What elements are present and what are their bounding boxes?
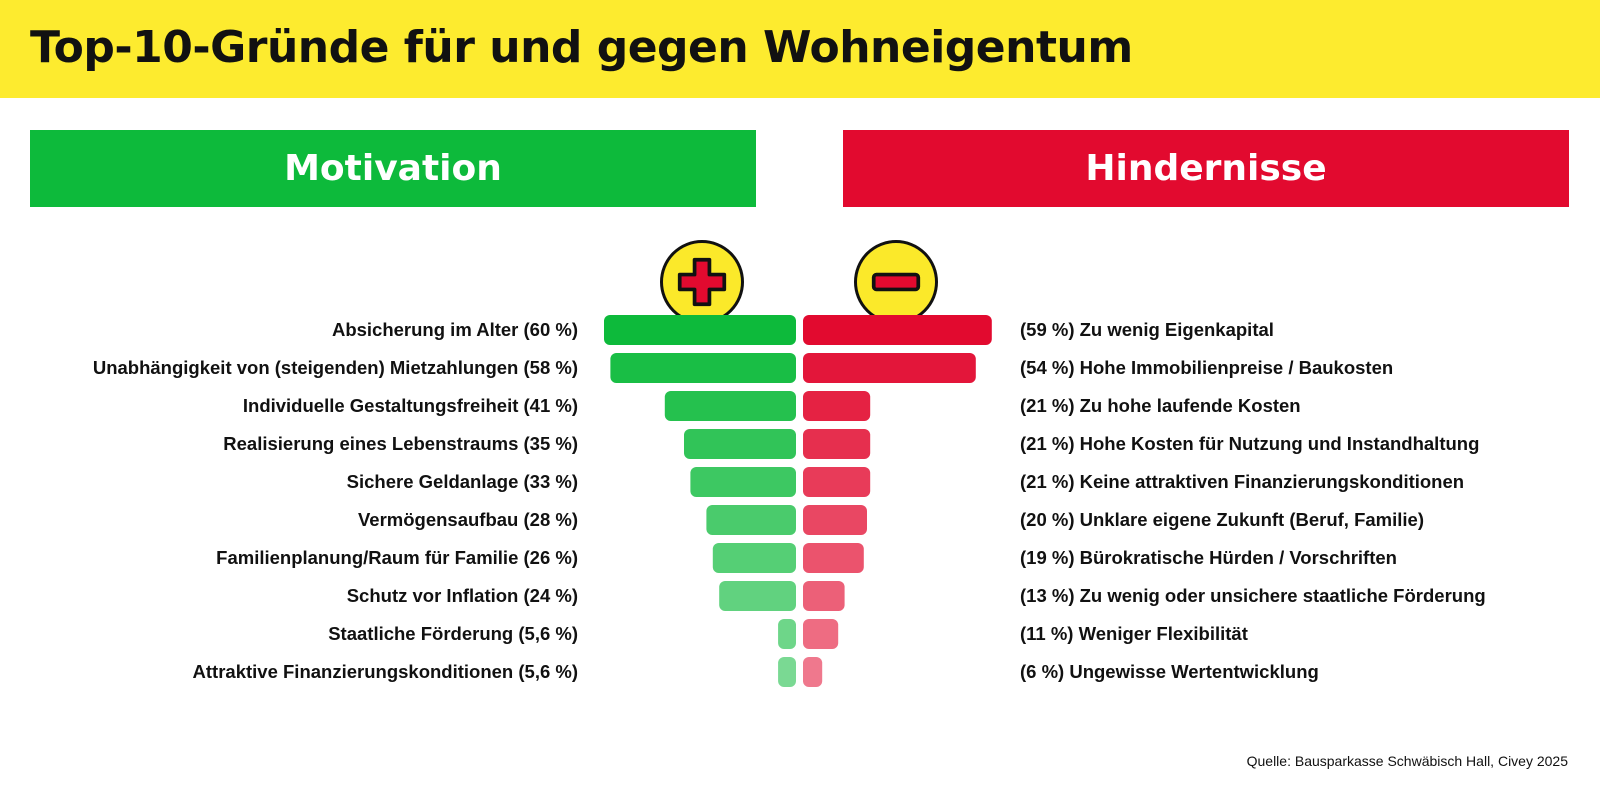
motivation-label: Sichere Geldanlage (33 %) bbox=[347, 471, 578, 492]
plus-icon bbox=[660, 240, 744, 324]
hindernisse-bar bbox=[803, 581, 845, 611]
motivation-bar bbox=[684, 429, 796, 459]
hindernisse-bar bbox=[803, 543, 864, 573]
page-title: Top-10-Gründe für und gegen Wohneigentum bbox=[30, 22, 1133, 73]
hindernisse-bar bbox=[803, 353, 976, 383]
hindernisse-label: (21 %) Hohe Kosten für Nutzung und Insta… bbox=[1020, 433, 1479, 454]
hindernisse-label: (13 %) Zu wenig oder unsichere staatlich… bbox=[1020, 585, 1486, 606]
hindernisse-bar bbox=[803, 429, 871, 459]
motivation-bar bbox=[610, 353, 796, 383]
motivation-bar bbox=[719, 581, 796, 611]
hindernisse-bar bbox=[803, 315, 992, 345]
motivation-bar bbox=[712, 543, 796, 573]
diverging-bar-chart: Absicherung im Alter (60 %) (59 %) Zu wen… bbox=[93, 315, 1486, 687]
hindernisse-label: (11 %) Weniger Flexibilität bbox=[1020, 623, 1248, 644]
motivation-bar bbox=[778, 619, 796, 649]
motivation-bar bbox=[664, 391, 796, 421]
hindernisse-label: (54 %) Hohe Immobilienpreise / Baukosten bbox=[1020, 357, 1393, 378]
hindernisse-label: (21 %) Keine attraktiven Finanzierungsko… bbox=[1020, 471, 1464, 492]
motivation-banner: Motivation bbox=[30, 130, 756, 207]
hindernisse-bar bbox=[803, 657, 823, 687]
motivation-label: Schutz vor Inflation (24 %) bbox=[347, 585, 578, 606]
motivation-label: Absicherung im Alter (60 %) bbox=[332, 319, 578, 340]
motivation-label: Familienplanung/Raum für Familie (26 %) bbox=[216, 547, 578, 568]
motivation-label: Vermögensaufbau (28 %) bbox=[358, 509, 578, 530]
hindernisse-label: (19 %) Bürokratische Hürden / Vorschrift… bbox=[1020, 547, 1397, 568]
motivation-label: Realisierung eines Lebenstraums (35 %) bbox=[223, 433, 578, 454]
motivation-bar bbox=[604, 315, 796, 345]
hindernisse-label: (20 %) Unklare eigene Zukunft (Beruf, Fa… bbox=[1020, 509, 1424, 530]
motivation-label: Unabhängigkeit von (steigenden) Mietzahl… bbox=[93, 357, 578, 378]
motivation-bar bbox=[690, 467, 796, 497]
hindernisse-banner: Hindernisse bbox=[843, 130, 1569, 207]
hindernisse-bar bbox=[803, 505, 867, 535]
hindernisse-label: (6 %) Ungewisse Wertentwicklung bbox=[1020, 661, 1319, 682]
motivation-bar bbox=[778, 657, 796, 687]
motivation-bar bbox=[706, 505, 796, 535]
hindernisse-bar bbox=[803, 391, 871, 421]
header-bar bbox=[0, 0, 1600, 98]
motivation-label: Staatliche Förderung (5,6 %) bbox=[328, 623, 578, 644]
motivation-label: Attraktive Finanzierungskonditionen (5,6… bbox=[193, 661, 578, 682]
hindernisse-label: (59 %) Zu wenig Eigenkapital bbox=[1020, 319, 1274, 340]
motivation-label: Individuelle Gestaltungsfreiheit (41 %) bbox=[243, 395, 578, 416]
hindernisse-bar bbox=[803, 467, 871, 497]
source-note: Quelle: Bausparkasse Schwäbisch Hall, Ci… bbox=[1246, 753, 1568, 769]
hindernisse-label: (21 %) Zu hohe laufende Kosten bbox=[1020, 395, 1301, 416]
hindernisse-bar bbox=[803, 619, 839, 649]
